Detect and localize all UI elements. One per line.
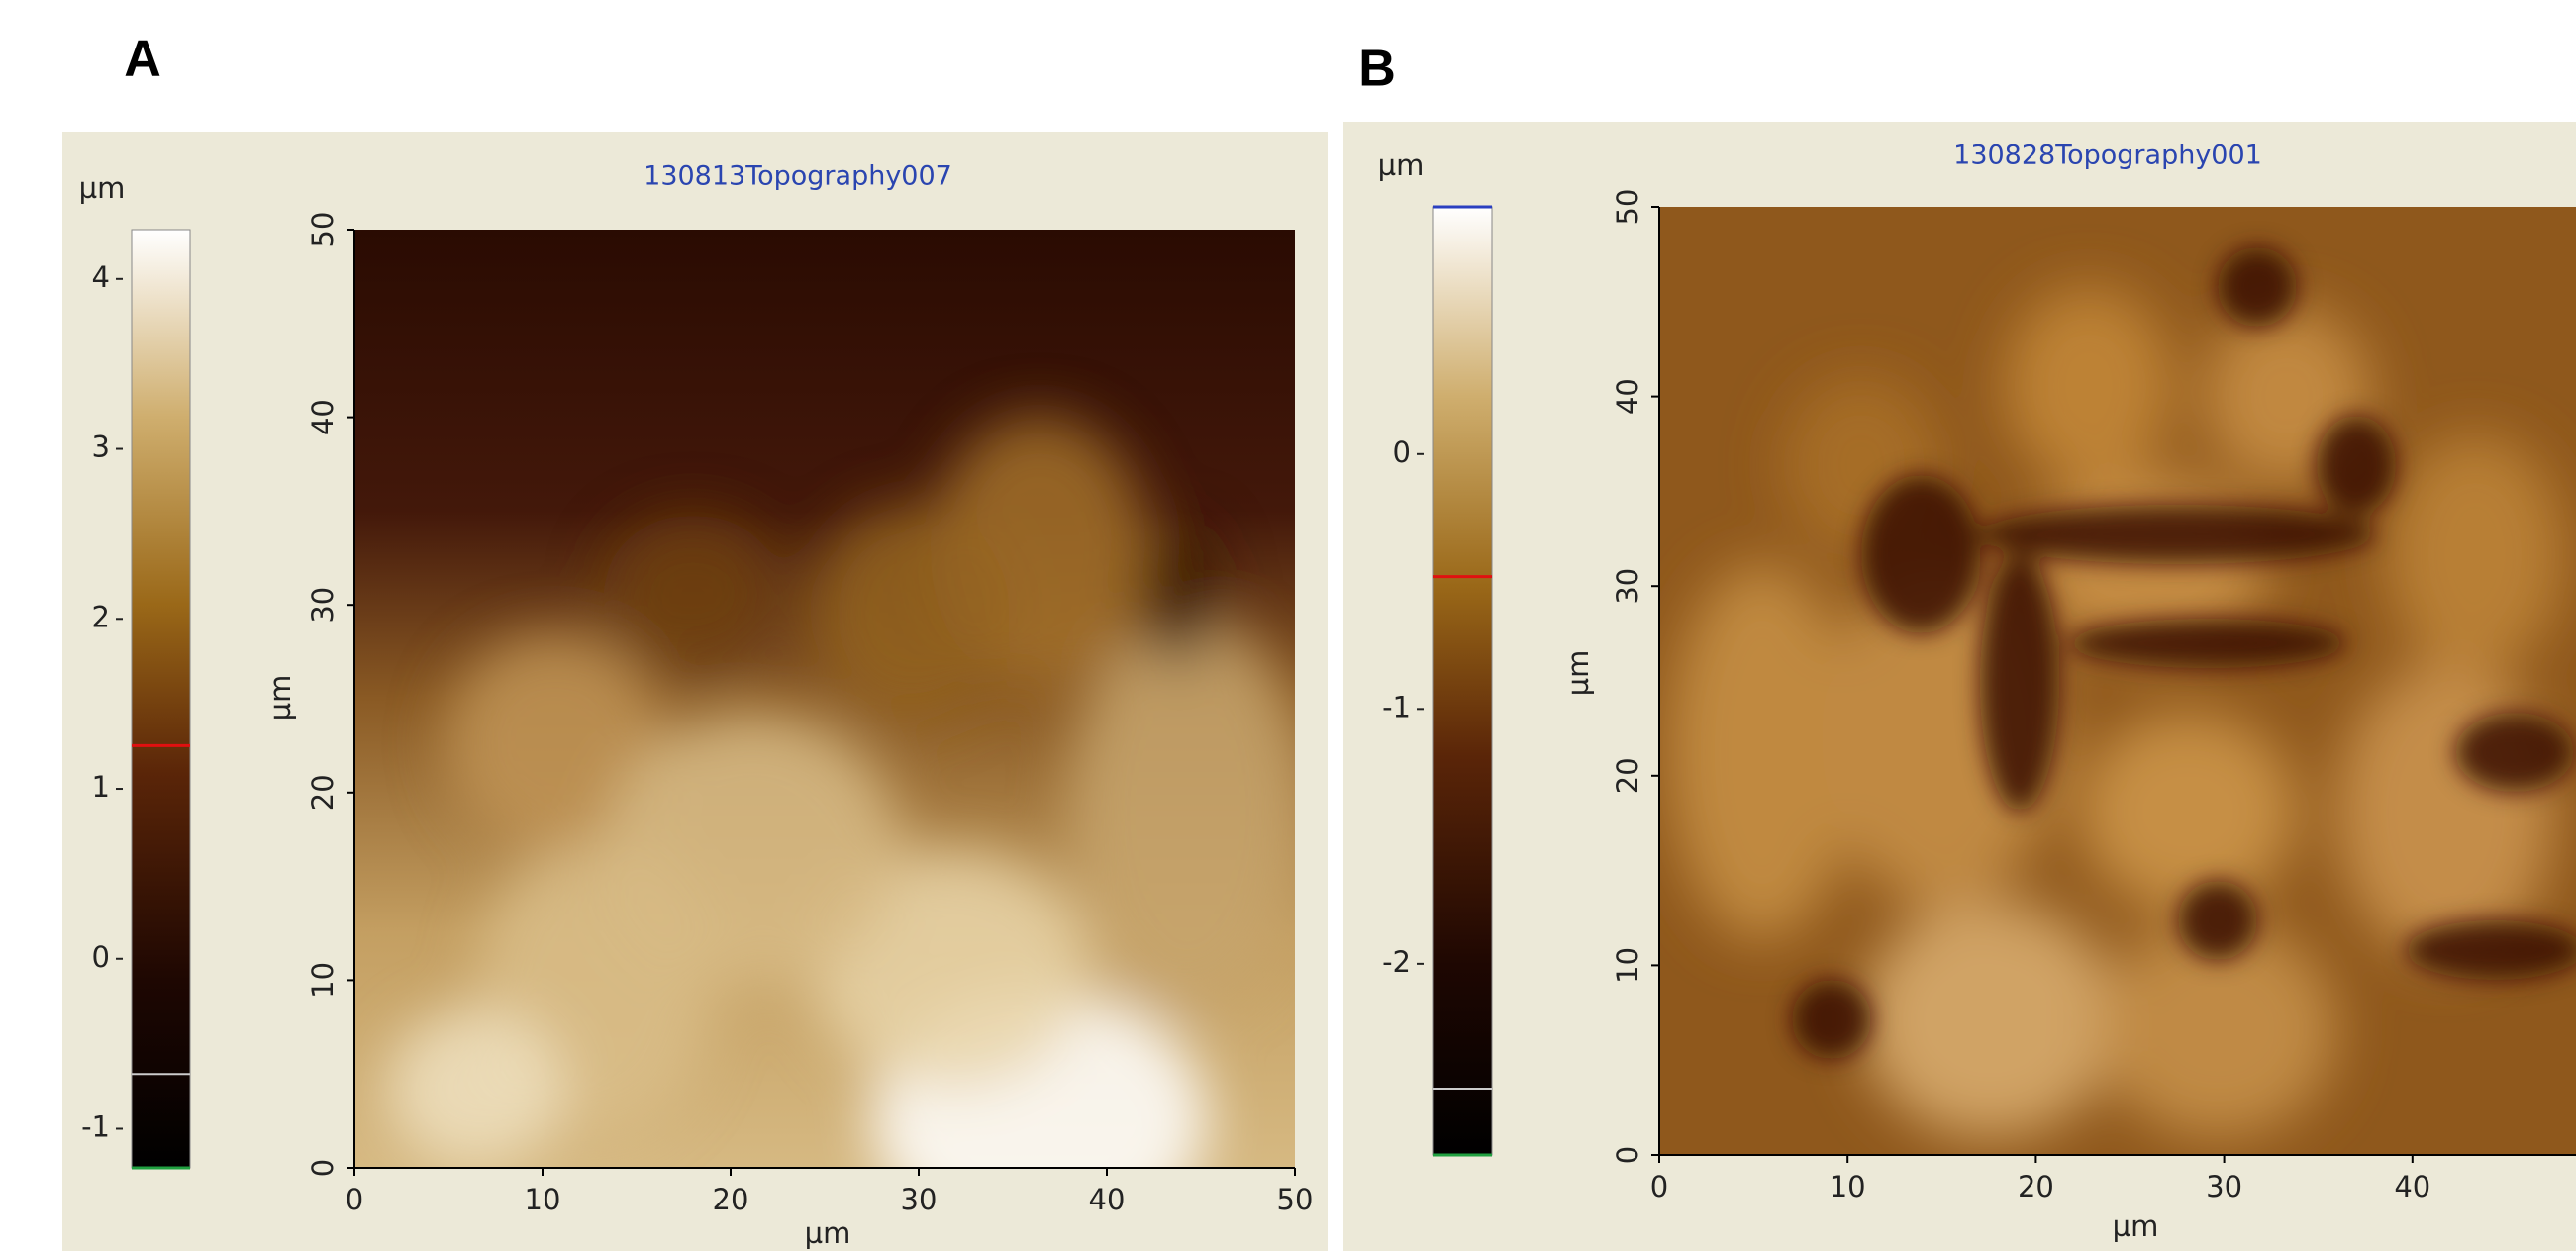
texture-blob <box>1861 901 2119 1138</box>
colorbar-label: µm <box>1378 148 1425 182</box>
y-tick-label: 30 <box>1611 568 1644 605</box>
texture-blob <box>2079 713 2297 911</box>
colorbar-tick-label: 2 <box>92 600 110 633</box>
panel-label: A <box>124 31 161 88</box>
x-axis-label: µm <box>805 1216 851 1250</box>
chart-title: 130828Topography001 <box>1953 141 2262 171</box>
texture-blob <box>1861 475 1980 633</box>
x-tick-label: 0 <box>346 1183 363 1216</box>
texture-blob <box>1139 525 1218 663</box>
texture-blob <box>2005 287 2173 485</box>
texture-blob <box>2069 619 2346 668</box>
chart-title: 130813Topography007 <box>644 161 952 192</box>
colorbar-tick-label: 0 <box>1393 435 1411 469</box>
y-tick-label: 0 <box>1611 1146 1644 1164</box>
texture-blob <box>2317 416 2396 515</box>
x-tick-label: 30 <box>2206 1170 2242 1203</box>
x-tick-label: 50 <box>1277 1183 1314 1216</box>
y-tick-label: 50 <box>1611 189 1644 226</box>
y-tick-label: 20 <box>306 774 340 811</box>
x-tick-label: 10 <box>525 1183 561 1216</box>
x-tick-label: 20 <box>2018 1170 2054 1203</box>
texture-blob <box>812 505 1010 722</box>
topography-image <box>354 230 1295 1168</box>
y-tick-label: 0 <box>306 1159 340 1177</box>
texture <box>1792 247 2576 1059</box>
x-tick-label: 0 <box>1650 1170 1668 1203</box>
colorbar-tick-label: 4 <box>92 260 110 294</box>
colorbar <box>131 229 191 1169</box>
colorbar-tick-label: -1 <box>1382 690 1411 723</box>
x-tick-label: 40 <box>1089 1183 1126 1216</box>
texture-blob <box>2178 881 2257 960</box>
texture-blob <box>2406 920 2576 980</box>
panel: B 130828Topography001 0 10 20 30 40 0 10 20 30 40 50… <box>1358 41 2576 1243</box>
x-tick-label: 30 <box>901 1183 938 1216</box>
texture <box>386 416 1295 1168</box>
panel-label: B <box>1358 41 1396 98</box>
colorbar-tick-label: -1 <box>81 1110 110 1144</box>
y-axis-label: µm <box>263 675 297 722</box>
texture-blob <box>1668 564 1856 940</box>
texture-blob <box>604 713 901 990</box>
colorbar-label: µm <box>79 171 126 205</box>
texture-blob <box>2099 920 2336 1138</box>
texture-blob <box>2336 663 2554 960</box>
texture-blob <box>1980 505 2376 564</box>
texture-blob <box>2455 713 2574 792</box>
y-axis-label: µm <box>1561 650 1595 697</box>
y-tick-label: 20 <box>1611 757 1644 794</box>
colorbar <box>1432 206 1493 1156</box>
texture <box>1668 287 2564 1138</box>
x-axis-label: µm <box>2113 1209 2159 1243</box>
colorbar-tick-label: -2 <box>1382 945 1411 979</box>
texture-blob <box>386 1010 564 1168</box>
colorbar-tick-label: 0 <box>92 940 110 974</box>
texture-blob <box>2218 247 2297 327</box>
texture-blob <box>1980 554 2059 812</box>
texture-blob <box>446 633 663 851</box>
y-tick-label: 40 <box>1611 378 1644 415</box>
y-tick-label: 30 <box>306 587 340 624</box>
x-tick-label: 20 <box>713 1183 749 1216</box>
texture-blob <box>604 515 782 673</box>
x-tick-label: 10 <box>1830 1170 1866 1203</box>
y-tick-label: 10 <box>1611 947 1644 984</box>
texture-blob <box>1792 980 1871 1059</box>
colorbar-tick-label: 3 <box>92 431 110 464</box>
texture-blob <box>1069 614 1295 1010</box>
y-tick-label: 50 <box>306 212 340 248</box>
colorbar-tick-label: 1 <box>92 770 110 804</box>
topography-image <box>1659 207 2576 1155</box>
y-tick-label: 10 <box>306 962 340 999</box>
y-tick-label: 40 <box>306 399 340 435</box>
x-tick-label: 40 <box>2394 1170 2430 1203</box>
texture-blob <box>2386 435 2564 673</box>
